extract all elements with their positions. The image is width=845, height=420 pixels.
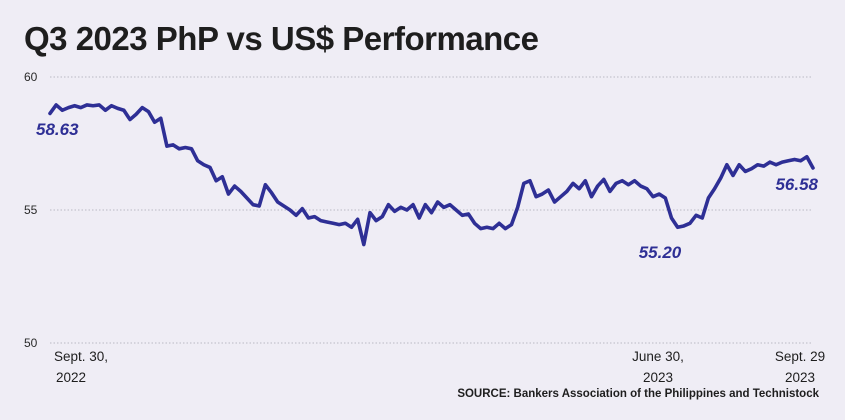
x-axis-ticks: Sept. 30, 2022 June 30, 2023 Sept. 29 2023 [54, 349, 825, 385]
x-tick-label: Sept. 29 [775, 349, 825, 364]
value-annotation: 55.20 [639, 243, 682, 262]
value-annotation: 58.63 [36, 120, 79, 139]
x-tick-label: 2023 [643, 370, 673, 385]
y-tick-label: 60 [24, 70, 38, 84]
x-tick-label: Sept. 30, [54, 349, 108, 364]
y-tick-label: 55 [24, 203, 38, 217]
value-annotation: 56.58 [775, 175, 818, 194]
annotations: 58.63 55.20 56.58 [36, 120, 819, 262]
chart-title: Q3 2023 PhP vs US$ Performance [24, 20, 539, 57]
x-tick-label: 2023 [785, 370, 815, 385]
series-line [48, 103, 815, 247]
y-axis-ticks: 60 55 50 [24, 70, 38, 350]
x-tick-label: 2022 [56, 370, 86, 385]
x-tick-label: June 30, [632, 349, 684, 364]
source-note: SOURCE: Bankers Association of the Phili… [457, 388, 819, 400]
y-tick-label: 50 [24, 336, 38, 350]
